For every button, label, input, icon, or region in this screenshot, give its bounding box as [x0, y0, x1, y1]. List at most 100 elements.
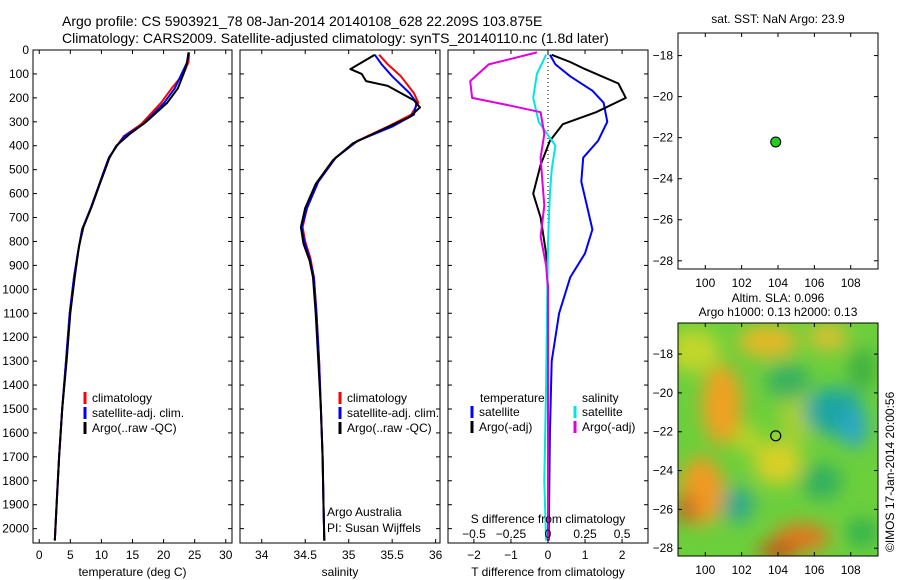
sst-ytick-label: −18 [653, 49, 674, 63]
sst-xtick-label: 104 [768, 276, 788, 290]
sla-xtick-label: 100 [695, 563, 715, 577]
salinity-xtick-label: 34.5 [294, 548, 318, 562]
difference-series-3 [469, 51, 549, 541]
salinity-xtick-label: 34 [255, 548, 269, 562]
sla-blob [766, 363, 810, 400]
depth-ytick-label: 0 [22, 43, 29, 57]
depth-ytick-label: 1000 [2, 282, 29, 296]
sla-blob [802, 463, 842, 500]
salinity-series-0 [301, 54, 420, 541]
temperature-xlabel: temperature (deg C) [78, 565, 186, 579]
salinity-diff-tick-label: −0.25 [496, 527, 527, 541]
sal-legend-satellite-label: satellite [582, 405, 623, 419]
credit-annotation: Argo Australia [327, 505, 402, 519]
depth-ytick-label: 1500 [2, 402, 29, 416]
sst-ytick-label: −20 [653, 90, 674, 104]
sla-blob [758, 541, 798, 556]
depth-ytick-label: 1200 [2, 330, 29, 344]
sal-legend-argo-label: Argo(-adj) [582, 420, 635, 434]
salinity-series-1 [300, 54, 418, 541]
sla-blob [808, 323, 848, 351]
sst-xtick-label: 108 [841, 276, 861, 290]
difference-xtick-label: 1 [582, 548, 589, 562]
sst-ytick-label: −26 [653, 213, 674, 227]
sla-blob [678, 495, 696, 524]
sla-blob [702, 364, 742, 445]
sla-xtick-label: 102 [732, 563, 752, 577]
temp-legend-title: temperature [480, 391, 545, 405]
temperature-legend-item-label: climatology [92, 391, 152, 405]
temperature-xtick-label: 20 [157, 548, 171, 562]
sst-map-frame [677, 32, 879, 270]
sla-blob [678, 328, 720, 373]
temperature-diff-xlabel: T difference from climatology [471, 565, 625, 579]
salinity-xlabel: salinity [322, 565, 359, 579]
salinity-legend-item-label: satellite-adj. clim. [347, 406, 439, 420]
depth-ytick-label: 400 [9, 139, 29, 153]
depth-ytick-label: 800 [9, 234, 29, 248]
salinity-legend-item-label: Argo(..raw -QC) [347, 421, 432, 435]
sla-blob [734, 425, 762, 454]
difference-series-1 [532, 53, 627, 541]
sla-title-line1: Altim. SLA: 0.096 [732, 291, 825, 305]
temperature-series-2 [53, 52, 190, 541]
depth-ytick-label: 1400 [2, 378, 29, 392]
sla-xtick-label: 104 [768, 563, 788, 577]
sst-xtick-label: 106 [804, 276, 824, 290]
salinity-diff-tick-label: 0.25 [573, 527, 597, 541]
sla-ytick-label: −24 [653, 464, 674, 478]
sla-blob [754, 440, 802, 485]
copyright-label: ©IMOS 17-Jan-2014 20:00:56 [883, 391, 897, 552]
pi-annotation: PI: Susan Wijffels [327, 521, 421, 535]
sla-argo-marker [770, 430, 782, 442]
sst-xtick-label: 100 [695, 276, 715, 290]
temperature-plot-frame [32, 49, 233, 544]
depth-ytick-label: 1300 [2, 354, 29, 368]
difference-xtick-label: −1 [504, 548, 518, 562]
difference-xtick-label: 0 [545, 548, 552, 562]
temperature-xtick-label: 10 [95, 548, 109, 562]
depth-ytick-label: 1600 [2, 426, 29, 440]
difference-xtick-label: 2 [619, 548, 626, 562]
sla-heatmap [678, 323, 878, 556]
salinity-xtick-label: 36 [429, 548, 443, 562]
temperature-legend-item-label: Argo(..raw -QC) [92, 421, 177, 435]
sla-ytick-label: −28 [653, 541, 674, 555]
figure-title-line1: Argo profile: CS 5903921_78 08-Jan-2014 … [62, 13, 543, 29]
sla-title-line2: Argo h1000: 0.13 h2000: 0.13 [699, 305, 858, 319]
temperature-xtick-label: 25 [188, 548, 202, 562]
sst-xtick-label: 102 [732, 276, 752, 290]
salinity-diff-tick-label: 0.5 [614, 527, 631, 541]
depth-ytick-label: 200 [9, 91, 29, 105]
salinity-xtick-label: 35.5 [380, 548, 404, 562]
sla-ytick-label: −18 [653, 347, 674, 361]
sst-ytick-label: −28 [653, 254, 674, 268]
argo-position-marker [770, 136, 782, 148]
temperature-series-1 [53, 52, 191, 541]
depth-ytick-label: 900 [9, 258, 29, 272]
sla-blob [738, 325, 798, 358]
sal-legend-title: salinity [582, 391, 619, 405]
difference-xtick-label: −2 [467, 548, 481, 562]
sst-ytick-label: −22 [653, 131, 674, 145]
depth-ytick-label: 500 [9, 163, 29, 177]
depth-ytick-label: 1100 [3, 306, 29, 320]
salinity-diff-tick-label: 0 [545, 527, 552, 541]
sla-blob [846, 518, 878, 547]
sla-ytick-label: −22 [653, 425, 674, 439]
sst-ytick-label: −24 [653, 172, 674, 186]
salinity-legend-item-label: climatology [347, 391, 407, 405]
temperature-xtick-label: 15 [126, 548, 140, 562]
depth-ytick-label: 100 [9, 67, 29, 81]
salinity-diff-xlabel: S difference from climatology [471, 512, 626, 526]
sla-xtick-label: 108 [841, 563, 861, 577]
salinity-series-2 [299, 53, 421, 541]
depth-ytick-label: 1900 [2, 498, 29, 512]
difference-series-0 [547, 54, 609, 541]
temperature-xtick-label: 30 [219, 548, 233, 562]
temperature-series-0 [53, 52, 191, 541]
sla-ytick-label: −26 [653, 502, 674, 516]
sla-xtick-label: 106 [804, 563, 824, 577]
temp-legend-argo-label: Argo(-adj) [479, 420, 532, 434]
sla-ytick-label: −20 [653, 386, 674, 400]
